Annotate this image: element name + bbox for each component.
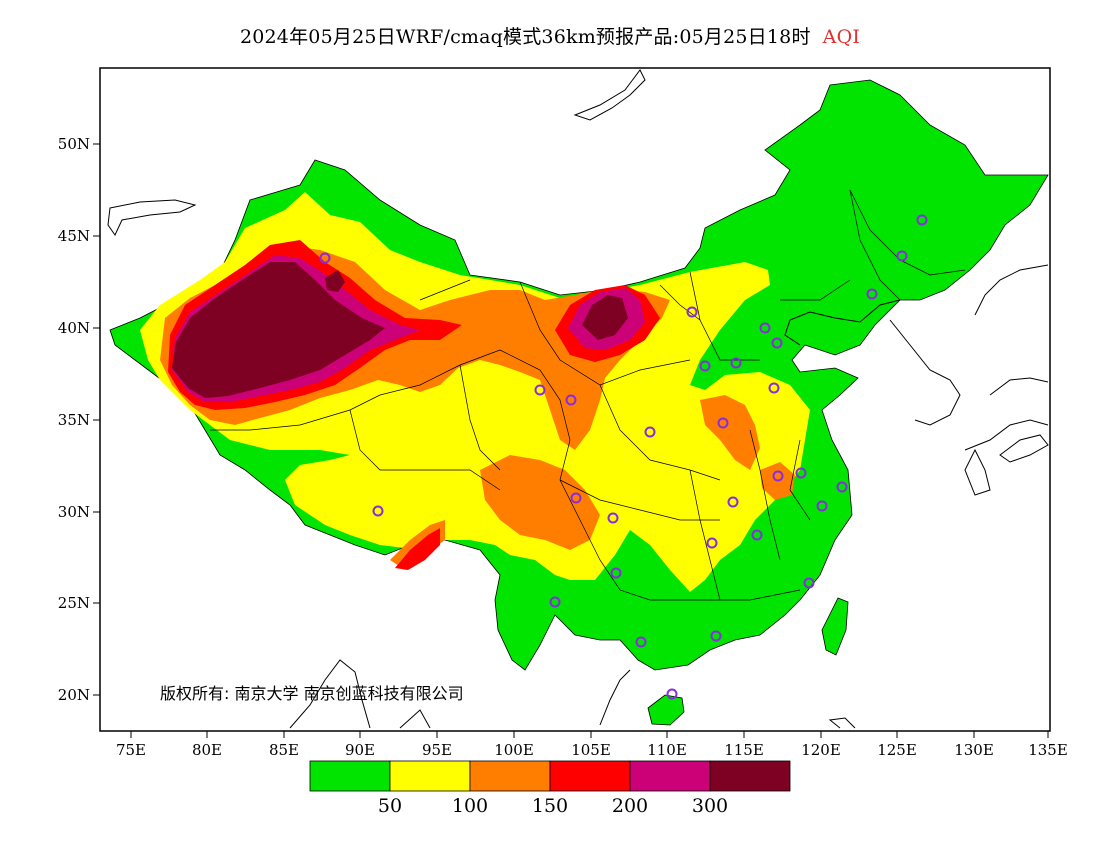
map-title: 2024年05月25日WRF/cmaq模式36km预报产品:05月25日18时 A… bbox=[0, 22, 1100, 49]
coastlines bbox=[107, 69, 1049, 729]
city-marker bbox=[759, 322, 771, 334]
aqi-band-hazardous bbox=[172, 262, 385, 398]
city-marker bbox=[570, 492, 582, 504]
x-tick-label: 85E bbox=[269, 741, 299, 759]
aqi-field bbox=[109, 79, 1049, 726]
legend-label: 50 bbox=[378, 795, 402, 817]
aqi-legend: 50 100 150 200 300 bbox=[309, 760, 791, 817]
city-marker bbox=[710, 630, 722, 642]
city-marker bbox=[534, 384, 546, 396]
city-marker bbox=[706, 537, 718, 549]
city-marker bbox=[610, 567, 622, 579]
y-axis-labels: 50N 45N 40N 35N 30N 25N 20N bbox=[58, 135, 90, 704]
x-tick-label: 110E bbox=[647, 741, 687, 759]
city-marker bbox=[816, 500, 828, 512]
city-marker bbox=[607, 512, 619, 524]
city-marker bbox=[771, 337, 783, 349]
hainan-island bbox=[647, 694, 685, 726]
city-marker bbox=[717, 417, 729, 429]
x-tick-label: 75E bbox=[116, 741, 146, 759]
city-marker bbox=[772, 470, 784, 482]
x-tick-label: 90E bbox=[345, 741, 375, 759]
y-tick-label: 45N bbox=[58, 227, 90, 245]
city-markers bbox=[319, 214, 928, 700]
legend-swatch-good bbox=[309, 760, 391, 792]
y-tick-label: 30N bbox=[58, 503, 90, 521]
aqi-hazardous-patch-small bbox=[325, 270, 345, 292]
x-tick-label: 95E bbox=[422, 741, 452, 759]
legend-swatch-moderate bbox=[389, 760, 471, 792]
legend-swatch-hazardous bbox=[709, 760, 791, 792]
title-variable: AQI bbox=[822, 26, 861, 48]
x-tick-label: 105E bbox=[571, 741, 611, 759]
city-marker bbox=[751, 529, 763, 541]
title-main: 2024年05月25日WRF/cmaq模式36km预报产品:05月25日18时 bbox=[239, 26, 811, 48]
y-tick-label: 25N bbox=[58, 594, 90, 612]
city-marker bbox=[644, 426, 656, 438]
y-tick-label: 35N bbox=[58, 411, 90, 429]
y-tick-label: 40N bbox=[58, 319, 90, 337]
city-marker bbox=[768, 382, 780, 394]
y-tick-label: 50N bbox=[58, 135, 90, 153]
x-tick-label: 135E bbox=[1028, 741, 1068, 759]
x-tick-label: 115E bbox=[724, 741, 764, 759]
x-tick-label: 130E bbox=[954, 741, 994, 759]
city-marker bbox=[635, 636, 647, 648]
city-marker bbox=[896, 250, 908, 262]
legend-label: 300 bbox=[692, 795, 728, 817]
city-marker bbox=[727, 496, 739, 508]
copyright-notice: 版权所有: 南京大学 南京创蓝科技有限公司 bbox=[160, 684, 464, 703]
x-tick-label: 80E bbox=[192, 741, 222, 759]
x-tick-label: 100E bbox=[494, 741, 534, 759]
aqi-red-patch-tibet bbox=[395, 528, 440, 570]
taiwan-island bbox=[821, 597, 849, 656]
axis-ticks bbox=[93, 143, 1049, 738]
city-marker bbox=[372, 505, 384, 517]
x-tick-label: 120E bbox=[801, 741, 841, 759]
x-axis-labels: 75E 80E 85E 90E 95E 100E 105E 110E 115E … bbox=[116, 741, 1068, 759]
city-marker bbox=[730, 357, 742, 369]
legend-label: 200 bbox=[612, 795, 648, 817]
legend-swatch-unhealthy bbox=[549, 760, 631, 792]
city-marker bbox=[549, 596, 561, 608]
city-marker bbox=[666, 688, 678, 700]
aqi-hazardous-patch-inner-mongolia bbox=[582, 295, 628, 340]
city-marker bbox=[319, 252, 331, 264]
x-tick-label: 125E bbox=[877, 741, 917, 759]
city-marker bbox=[686, 306, 698, 318]
legend-label: 100 bbox=[452, 795, 488, 817]
city-marker bbox=[916, 214, 928, 226]
legend-label: 150 bbox=[532, 795, 568, 817]
city-marker bbox=[803, 577, 815, 589]
legend-swatch-very-unhealthy bbox=[629, 760, 711, 792]
legend-swatch-unhealthy-sensitive bbox=[469, 760, 551, 792]
city-marker bbox=[699, 360, 711, 372]
city-marker bbox=[795, 467, 807, 479]
city-marker bbox=[866, 288, 878, 300]
aqi-orange-patch-sichuan bbox=[480, 455, 600, 550]
city-marker bbox=[565, 394, 577, 406]
y-tick-label: 20N bbox=[58, 686, 90, 704]
aqi-orange-patch-henan bbox=[700, 395, 760, 470]
city-marker bbox=[836, 481, 848, 493]
